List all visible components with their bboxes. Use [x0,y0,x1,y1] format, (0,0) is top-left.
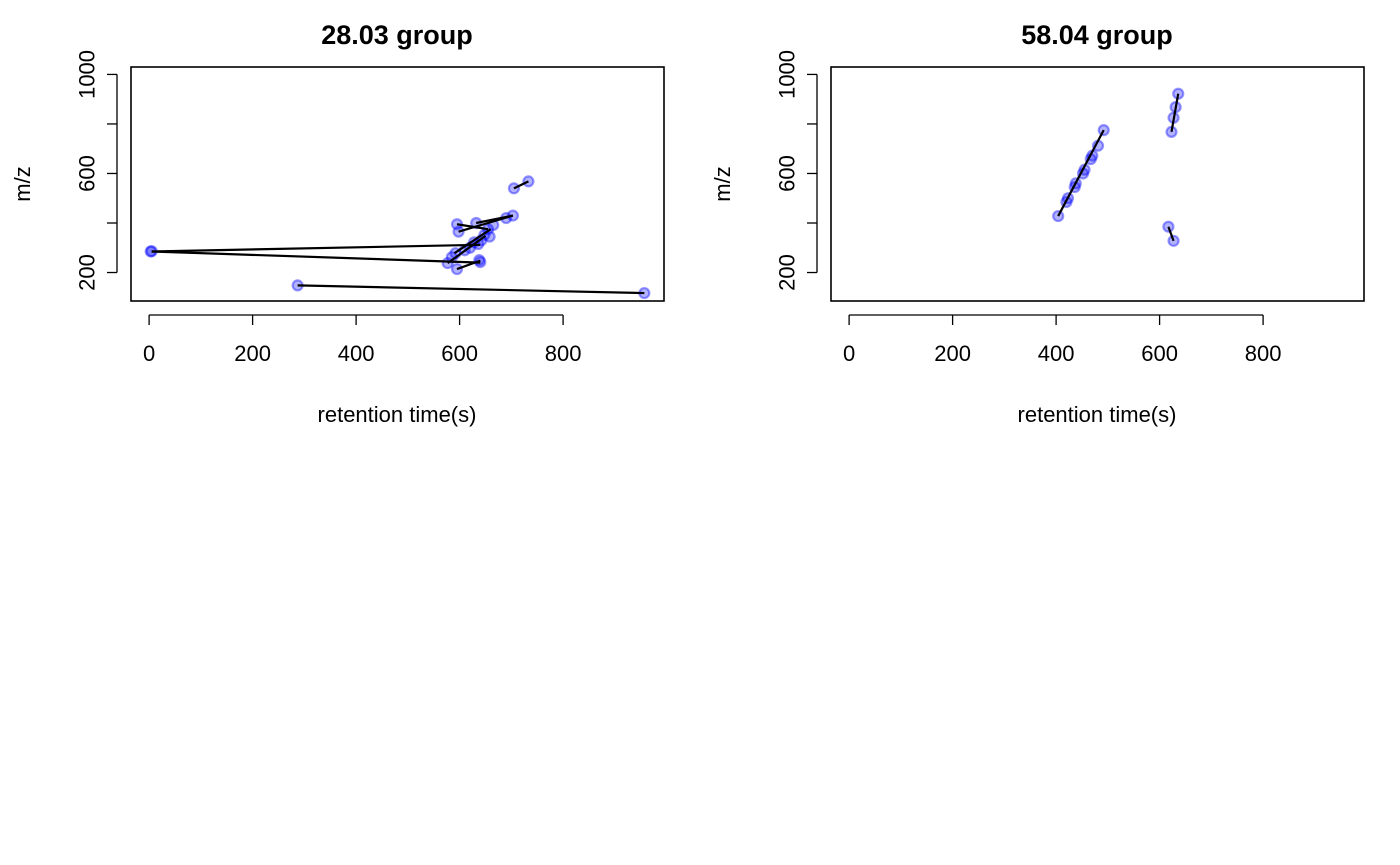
connector-line [453,228,492,255]
chart-title-2: 58.04 group [1021,20,1173,50]
x-tick-label: 600 [441,341,478,366]
connector-line [456,223,489,231]
connector-line [1170,93,1180,133]
x-tick-label: 600 [1141,341,1178,366]
x-tick-label: 800 [545,341,582,366]
x-tick-label: 400 [338,341,375,366]
connector-line [1167,226,1175,242]
y-tick-label: 1000 [75,50,100,99]
y-axis-label-1: m/z [10,166,35,201]
connector-line [297,284,645,295]
plot-marks-1: 0 200 400 600 800 200 600 1000 [75,50,651,366]
x-axis-label-2: retention time(s) [1018,402,1177,427]
y-tick-label: 600 [75,155,100,192]
x-tick-label: 800 [1245,341,1282,366]
x-tick-label: 0 [143,341,155,366]
y-tick-label: 600 [775,155,800,192]
connector-line [151,243,481,253]
x-tick-label: 0 [843,341,855,366]
connector-line [475,214,514,225]
x-axis-label-1: retention time(s) [318,402,477,427]
y-tick-label: 200 [775,254,800,291]
x-tick-label: 200 [934,341,971,366]
plot-frame-1 [130,66,665,302]
connector-line [151,250,481,264]
plot-frame-2 [830,66,1365,302]
connector-line [513,180,529,190]
connector-line [447,234,487,265]
x-tick-label: 400 [1038,341,1075,366]
y-tick-label: 1000 [775,50,800,99]
plot-marks-2: 0 200 400 600 800 200 600 1000 [775,50,1282,366]
y-tick-label: 200 [75,254,100,291]
x-tick-label: 200 [234,341,271,366]
connector-line [1057,129,1105,217]
connector-line [456,259,481,271]
y-axis-label-2: m/z [710,166,735,201]
chart-panel-2: 58.04 group retention time(s) m/z 0 200 40… [710,20,1365,427]
chart-title-1: 28.03 group [321,20,473,50]
chart-panel-1: 28.03 group retention time(s) m/z 0 200 40… [10,20,665,427]
